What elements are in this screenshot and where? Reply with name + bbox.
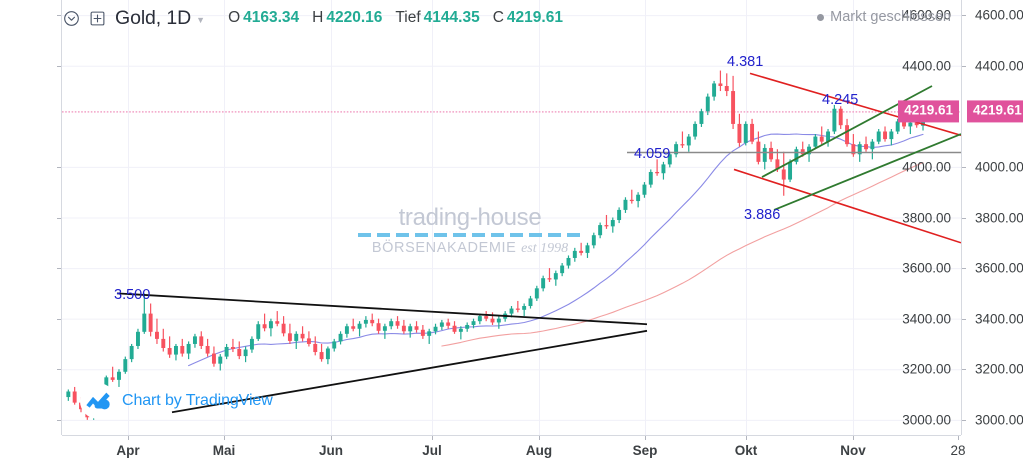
annotation-label-3-886: 3.886 <box>744 207 781 223</box>
time-tick <box>958 435 959 440</box>
time-tick-label: Jun <box>318 443 344 458</box>
market-status: Markt geschlossen <box>817 9 951 25</box>
price-tick-label-right: 4400.00 <box>975 58 1023 74</box>
price-tick-right <box>961 166 966 168</box>
time-tick <box>539 435 540 440</box>
time-tick <box>645 435 646 440</box>
annotation-label-4-381: 4.381 <box>727 54 764 70</box>
price-tick-label-right: 4000.00 <box>975 159 1023 175</box>
axis-separator-left <box>61 0 62 435</box>
tradingview-credit[interactable]: Chart by TradingView <box>80 383 273 419</box>
price-tick-left <box>57 217 62 219</box>
price-tick-right <box>961 15 966 17</box>
price-tick-label-left: 3000.00 <box>902 412 951 428</box>
price-tick-right <box>961 369 966 371</box>
annotation-label-4-245: 4.245 <box>822 92 859 108</box>
price-tick-label-left: 3200.00 <box>902 361 951 377</box>
time-tick-label: Nov <box>840 443 866 458</box>
time-tick-label: 28 <box>950 443 966 458</box>
price-tick-label-right: 3200.00 <box>975 361 1023 377</box>
price-tick-label-right: 3400.00 <box>975 311 1023 327</box>
price-tick-left <box>57 15 62 17</box>
ohlc-value: 4220.16 <box>326 9 383 26</box>
time-tick <box>432 435 433 440</box>
chart-plot-area[interactable] <box>62 0 961 435</box>
clock-chevron-icon[interactable] <box>62 9 81 28</box>
price-tick-label-right: 3800.00 <box>975 210 1023 225</box>
tradingview-logo-icon <box>80 383 116 419</box>
ohlc-key: C <box>492 9 504 26</box>
price-tick-label-left: 4000.00 <box>902 159 951 175</box>
ohlc-value: 4163.34 <box>243 9 300 26</box>
time-tick <box>224 435 225 440</box>
price-tick-label-left: 3600.00 <box>902 260 951 276</box>
time-tick <box>746 435 747 440</box>
ohlc-values: O 4163.34 H 4220.16 Tief 4144.35 C 4219.61 <box>228 9 572 27</box>
annotation-label-3-500: 3.500 <box>114 287 151 303</box>
ohlc-value: 4219.61 <box>506 9 563 26</box>
ohlc-group: H 4220.16 <box>312 9 382 27</box>
add-compare-icon[interactable] <box>88 9 107 28</box>
price-tick-left <box>57 419 62 421</box>
time-axis-separator <box>62 435 961 436</box>
market-status-label: Markt geschlossen <box>830 9 951 25</box>
time-tick-label: Sep <box>632 443 658 458</box>
price-tick-label-left: 4600.00 <box>902 7 951 23</box>
axis-separator-right <box>961 0 962 435</box>
tradingview-credit-label: Chart by TradingView <box>122 392 273 409</box>
time-tick-label: Okt <box>734 443 758 458</box>
ohlc-group: O 4163.34 <box>228 9 299 27</box>
price-tick-right <box>961 419 966 421</box>
time-tick <box>331 435 332 440</box>
status-dot-icon <box>817 13 825 21</box>
chevron-down-icon[interactable]: ▼ <box>196 14 206 25</box>
time-tick-label: Apr <box>116 443 140 458</box>
price-tick-right <box>961 65 966 67</box>
ohlc-key: O <box>228 9 241 26</box>
price-tick-left <box>57 65 62 67</box>
price-tick-left <box>57 369 62 371</box>
price-tick-label-right: 4600.00 <box>975 7 1023 23</box>
time-tick-label: Mai <box>212 443 236 458</box>
price-tick-label-right: 3000.00 <box>975 412 1023 428</box>
price-tick-label-left: 3800.00 <box>902 210 951 225</box>
price-tick-left <box>57 268 62 270</box>
ohlc-value: 4144.35 <box>423 9 480 26</box>
ohlc-key: Tief <box>395 9 421 26</box>
price-tick-label-left: 3400.00 <box>902 311 951 327</box>
price-tick-right <box>961 268 966 270</box>
time-tick <box>128 435 129 440</box>
price-tick-label-left: 4400.00 <box>902 58 951 74</box>
symbol-title[interactable]: Gold, 1D <box>115 6 192 29</box>
price-tick-left <box>57 166 62 168</box>
time-tick-label: Aug <box>525 443 553 458</box>
time-tick <box>853 435 854 440</box>
price-tick-right <box>961 318 966 320</box>
ohlc-group: Tief 4144.35 <box>395 9 479 27</box>
ohlc-key: H <box>312 9 324 26</box>
price-tick-label-right: 3600.00 <box>975 260 1023 276</box>
price-tick-right <box>961 217 966 219</box>
annotation-label-4-059: 4.059 <box>634 146 671 162</box>
current-price-badge-right: 4219.61 <box>967 100 1023 122</box>
chart-legend-bar: Gold, 1D ▼ O 4163.34 H 4220.16 Tief 4144.35 C 4… <box>62 4 572 32</box>
price-tick-left <box>57 318 62 320</box>
time-tick-label: Jul <box>422 443 442 458</box>
ohlc-group: C 4219.61 <box>493 9 563 27</box>
current-price-badge-left: 4219.61 <box>898 100 959 122</box>
